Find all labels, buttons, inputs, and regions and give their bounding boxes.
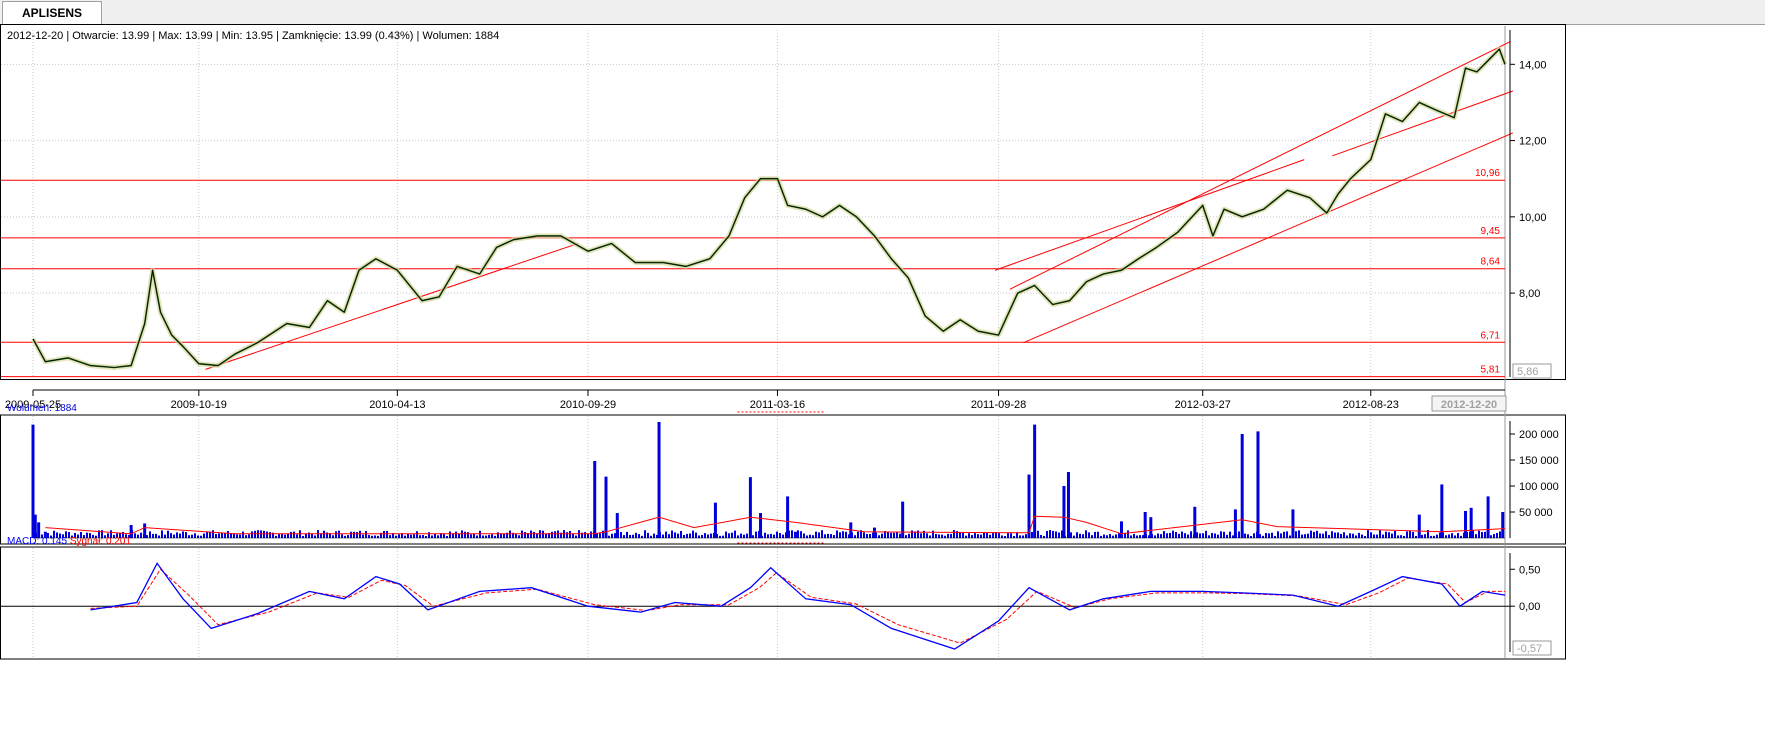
volume-pane-frame [0,414,1566,545]
macd-tick-label: 0,00 [1519,601,1540,613]
tab-aplisens[interactable]: APLISENS [2,1,102,24]
y-tick-label: 14,00 [1519,59,1547,71]
macd-pane-frame [0,546,1566,660]
volume-tick-label: 150 000 [1519,455,1559,467]
price-close-line [32,48,1506,368]
level-label: 6,71 [1481,330,1501,341]
current-date-box [1431,395,1507,412]
price-value-label: 5,86 [1517,366,1538,378]
x-tick-label: 2011-03-16 [750,399,805,411]
x-tick-label: 2012-08-23 [1343,399,1399,411]
level-label: 8,64 [1481,257,1501,268]
y-tick-label: 10,00 [1519,212,1547,224]
trend-line[interactable] [1332,90,1514,157]
macd-tick-label: 0,50 [1519,564,1540,576]
volume-average-line [45,515,1506,535]
x-tick-label: 2010-09-29 [560,399,616,411]
volume-tick-label: 200 000 [1519,429,1559,441]
macd-value-box [1512,640,1552,656]
volume-tick-label: 100 000 [1519,481,1559,493]
chart-svg[interactable]: 10,96 9,45 8,64 6,71 5,81 2009-05-25 2009-10-… [0,24,1765,737]
x-tick-label: 2010-04-13 [369,399,425,411]
trend-line[interactable] [205,243,578,370]
y-tick-label: 8,00 [1519,288,1540,300]
macd-value-label: -0,57 [1517,643,1542,655]
level-label: 5,81 [1481,365,1501,376]
y-tick-label: 12,00 [1519,136,1547,148]
x-tick-label: 2011-09-28 [971,399,1026,411]
price-value-box [1512,363,1552,379]
macd-legend-value: MACD: 0.145 [7,536,70,547]
current-date-label: 2012-12-20 [1441,399,1497,411]
trend-line[interactable] [994,159,1305,271]
x-tick-label: 2012-03-27 [1175,399,1231,411]
trend-line[interactable] [1009,40,1511,290]
x-tick-label: 2009-05-25 [5,399,61,411]
level-label: 9,45 [1481,226,1501,237]
macd-legend: MACD: 0.145 Sygnał: 0.201 [7,536,131,547]
x-tick-label: 2009-10-19 [171,399,227,411]
trend-line[interactable] [1023,132,1514,344]
price-range-shade [30,46,1508,370]
signal-legend-value: Sygnał: 0.201 [70,536,132,547]
price-line[interactable] [32,48,1506,369]
macd-line[interactable] [90,562,1506,650]
price-pane-frame [0,24,1566,380]
chart-area[interactable]: 10,96 9,45 8,64 6,71 5,81 2009-05-25 2009-10-… [0,24,1765,737]
volume-tick-label: 50 000 [1519,507,1553,519]
tab-bar: APLISENS [0,0,1765,25]
level-label: 10,96 [1475,168,1500,179]
volume-label: Wolumen: 1884 [7,403,77,414]
info-bar: 2012-12-20 | Otwarcie: 13.99 | Max: 13.9… [7,30,499,42]
